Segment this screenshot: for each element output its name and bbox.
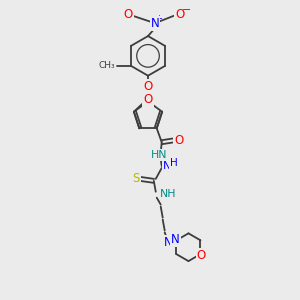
Text: −: −: [182, 5, 191, 15]
Text: N: N: [171, 233, 180, 246]
Text: O: O: [174, 134, 183, 147]
Text: H: H: [170, 158, 178, 168]
Text: O: O: [143, 93, 153, 106]
Text: O: O: [175, 8, 184, 21]
Text: NH: NH: [160, 189, 176, 199]
Text: N: N: [163, 161, 171, 171]
Text: O: O: [197, 249, 206, 262]
Text: S: S: [132, 172, 140, 185]
Text: CH₃: CH₃: [98, 61, 115, 70]
Text: N: N: [164, 236, 173, 249]
Text: +: +: [155, 14, 162, 23]
Text: N: N: [151, 17, 159, 30]
Text: O: O: [143, 80, 153, 93]
Text: O: O: [124, 8, 133, 21]
Text: HN: HN: [151, 150, 167, 160]
